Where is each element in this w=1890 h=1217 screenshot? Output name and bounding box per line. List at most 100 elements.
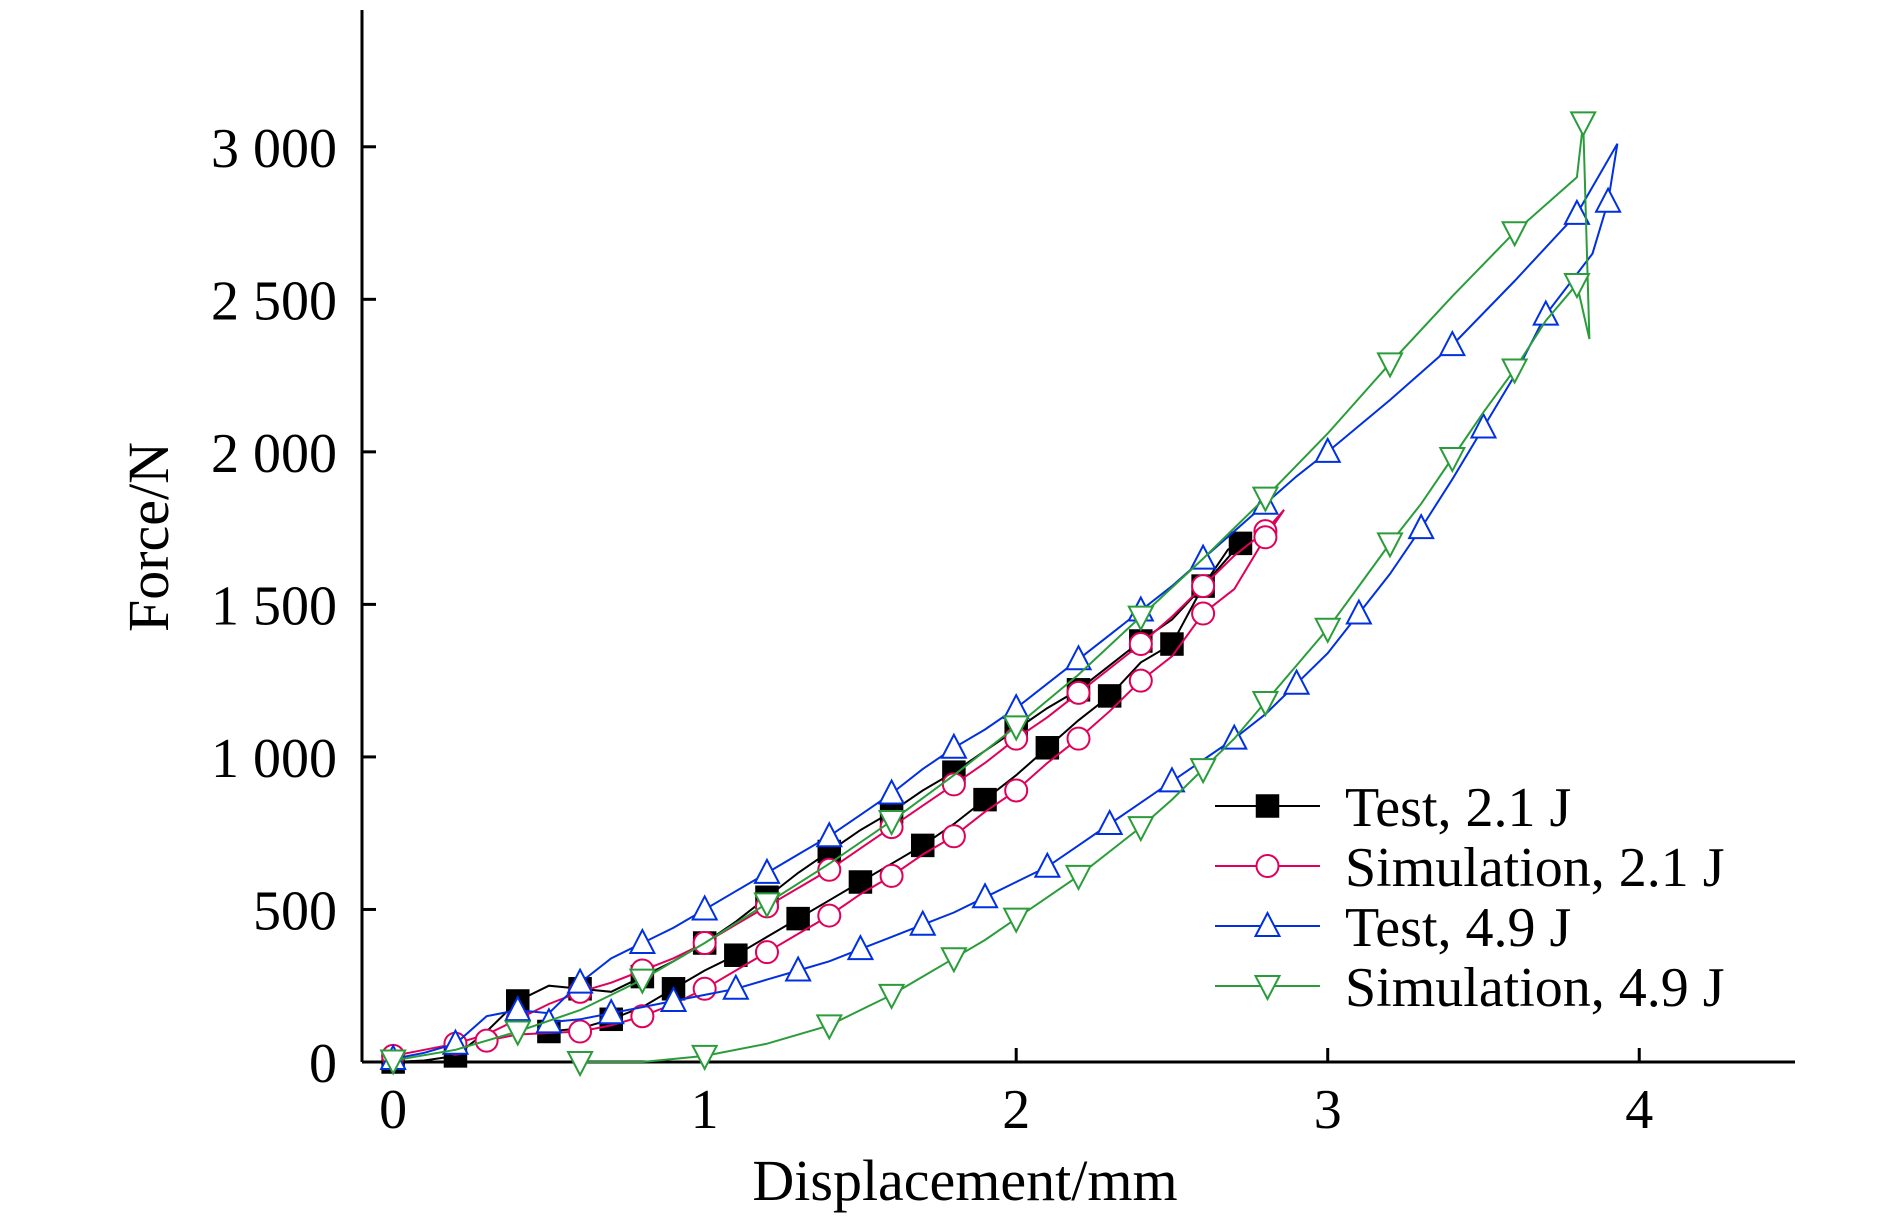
- series-line: [393, 542, 1242, 1063]
- data-point: [941, 772, 966, 797]
- data-point: [1563, 273, 1591, 300]
- data-point: [1066, 680, 1091, 705]
- data-point: [848, 870, 873, 894]
- data-point: [1191, 601, 1216, 626]
- data-point: [1594, 186, 1622, 213]
- data-point: [628, 968, 657, 995]
- y-axis-label: Force/N: [116, 442, 181, 632]
- data-point: [1469, 412, 1498, 439]
- legend-marker: [1255, 854, 1280, 878]
- legend-marker: [1255, 794, 1280, 818]
- data-point: [940, 947, 968, 974]
- data-point: [597, 998, 625, 1025]
- data-point: [971, 882, 999, 909]
- data-point: [1438, 329, 1466, 357]
- data-point: [568, 1019, 593, 1044]
- data-point: [1128, 668, 1153, 693]
- data-point: [846, 933, 875, 961]
- data-point: [879, 863, 904, 888]
- data-point: [1563, 198, 1591, 225]
- data-point: [1004, 778, 1029, 803]
- data-point: [1064, 864, 1093, 892]
- data-point: [691, 1044, 719, 1072]
- data-point: [630, 1004, 655, 1029]
- y-tick-label: 0: [309, 1033, 337, 1095]
- data-point: [1569, 111, 1597, 138]
- data-point: [1002, 715, 1030, 742]
- data-point: [877, 983, 906, 1011]
- legend-item: Test, 4.9 J: [1215, 897, 1571, 959]
- data-point: [628, 927, 657, 955]
- data-point: [1002, 907, 1030, 934]
- data-point: [1314, 617, 1342, 644]
- data-point: [659, 985, 688, 1012]
- data-point: [1002, 692, 1030, 720]
- data-point: [1253, 525, 1278, 550]
- y-tick-label: 2 000: [211, 423, 337, 485]
- data-point: [784, 955, 812, 982]
- y-tick-label: 1 000: [211, 728, 337, 790]
- legend-label: Test, 2.1 J: [1345, 777, 1571, 839]
- y-ticks: 0 500 1 000 1 500 2 000 2 500 3 000: [211, 118, 376, 1095]
- data-point: [877, 809, 906, 837]
- data-point: [566, 967, 594, 994]
- data-point: [1033, 851, 1061, 878]
- x-axis-label: Displacement/mm: [752, 1148, 1177, 1213]
- data-point: [1096, 808, 1124, 836]
- data-point: [1127, 816, 1155, 843]
- series-3: [379, 143, 1622, 1070]
- data-point: [1314, 436, 1342, 463]
- data-point: [877, 778, 906, 805]
- legend-marker: [1253, 975, 1282, 1002]
- x-tick-label: 3: [1314, 1079, 1342, 1141]
- data-point: [753, 892, 781, 919]
- data-point: [1189, 758, 1217, 785]
- axes: 0 1 2 3 4 0 500 1 000 1 500 2 000 2 500 3 000: [211, 10, 1795, 1141]
- x-tick-label: 4: [1625, 1079, 1653, 1141]
- data-point: [1282, 668, 1311, 695]
- data-point: [786, 906, 810, 931]
- data-point: [1376, 532, 1404, 559]
- data-point: [1158, 766, 1186, 793]
- data-point: [504, 994, 532, 1022]
- data-point: [754, 940, 779, 965]
- data-point: [1035, 736, 1060, 760]
- legend-label: Simulation, 2.1 J: [1345, 837, 1725, 899]
- data-point: [941, 824, 966, 849]
- data-point: [504, 1020, 532, 1047]
- data-point: [1500, 358, 1529, 385]
- data-point: [1345, 598, 1373, 625]
- data-point: [1500, 221, 1529, 248]
- data-point: [909, 909, 937, 936]
- x-ticks: 0 1 2 3 4: [379, 1048, 1653, 1141]
- data-point: [1251, 691, 1280, 718]
- data-point: [815, 1014, 843, 1041]
- legend-label: Simulation, 4.9 J: [1345, 957, 1725, 1019]
- y-tick-label: 2 500: [211, 270, 337, 332]
- y-tick-label: 1 500: [211, 575, 337, 637]
- data-point: [566, 1051, 594, 1078]
- legend-item: Test, 2.1 J: [1215, 777, 1571, 839]
- x-tick-label: 2: [1002, 1079, 1030, 1141]
- data-point: [817, 903, 842, 928]
- plot-series: [379, 111, 1622, 1078]
- series-line: [393, 509, 1285, 1057]
- series-2: [381, 509, 1285, 1068]
- data-point: [940, 732, 968, 759]
- data-point: [1376, 352, 1404, 379]
- data-point: [910, 833, 935, 858]
- data-point: [722, 973, 750, 1000]
- legend-marker: [1253, 910, 1282, 937]
- legend-item: Simulation, 4.9 J: [1215, 957, 1725, 1019]
- data-point: [379, 1049, 407, 1076]
- data-point: [691, 894, 719, 921]
- data-point: [1160, 632, 1184, 656]
- x-tick-label: 0: [379, 1079, 407, 1141]
- y-tick-label: 500: [253, 880, 337, 942]
- series-1: [381, 531, 1253, 1074]
- legend-item: Simulation, 2.1 J: [1215, 837, 1725, 899]
- data-point: [1066, 726, 1091, 751]
- data-point: [1407, 512, 1435, 540]
